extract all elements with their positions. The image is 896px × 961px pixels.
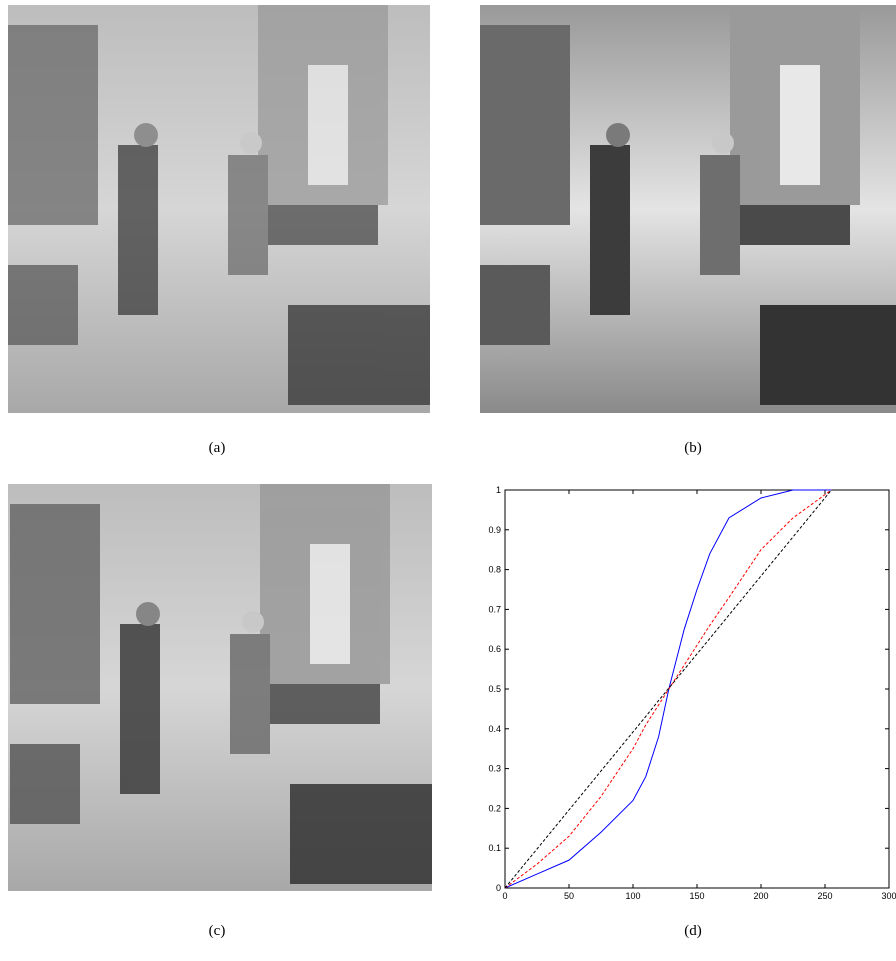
y-tick-label: 1 xyxy=(496,485,501,495)
y-tick-label: 0.3 xyxy=(488,764,501,774)
x-tick-label: 100 xyxy=(625,891,640,901)
caption: (a) xyxy=(209,440,226,456)
caption: (d) xyxy=(684,923,702,939)
photo xyxy=(8,484,432,891)
x-tick-label: 0 xyxy=(502,891,507,901)
caption: (b) xyxy=(684,440,702,456)
x-tick-label: 200 xyxy=(753,891,768,901)
y-tick-label: 0.1 xyxy=(488,843,501,853)
y-tick-label: 0.8 xyxy=(488,565,501,575)
x-tick-label: 50 xyxy=(564,891,574,901)
figure: (a) (b) (c) (d) 0 50 100 150 200 250 300 0 0.1 0.… xyxy=(0,0,896,956)
y-tick-label: 0.7 xyxy=(488,604,501,614)
photo xyxy=(8,5,430,413)
photo xyxy=(480,5,896,413)
x-tick-label: 300 xyxy=(881,891,896,901)
y-tick-label: 0.4 xyxy=(488,724,501,734)
caption: (c) xyxy=(209,923,226,939)
x-tick-label: 250 xyxy=(817,891,832,901)
y-tick-label: 0 xyxy=(496,883,501,893)
y-tick-label: 0.6 xyxy=(488,644,501,654)
y-tick-label: 0.9 xyxy=(488,525,501,535)
plot-frame xyxy=(505,490,889,888)
x-tick-label: 150 xyxy=(689,891,704,901)
y-tick-label: 0.5 xyxy=(488,684,501,694)
y-tick-label: 0.2 xyxy=(488,803,501,813)
